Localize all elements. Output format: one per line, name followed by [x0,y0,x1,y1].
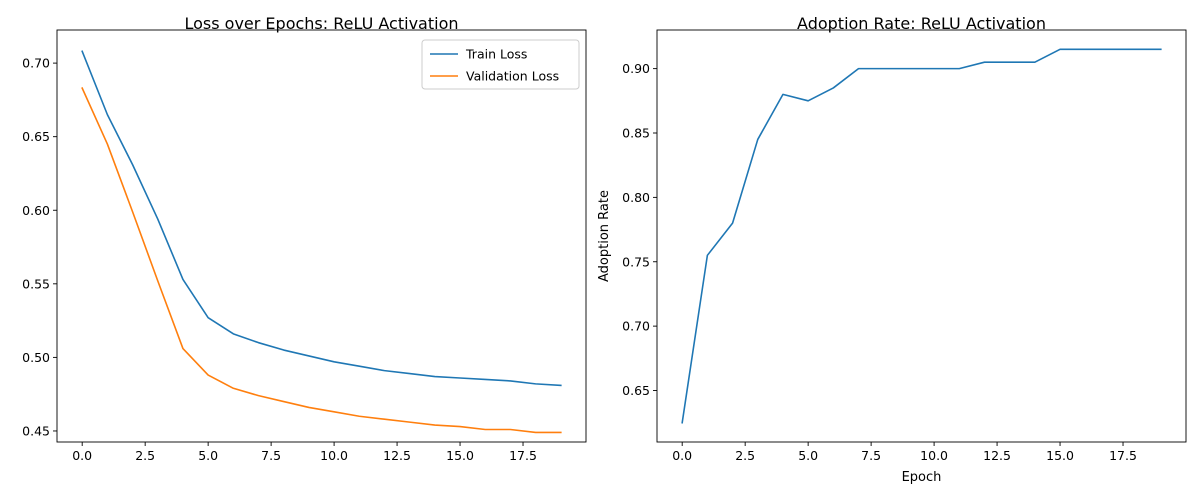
y-tick-label: 0.75 [622,254,650,269]
x-tick-label: 2.5 [735,448,755,463]
plot-frame [656,29,1187,443]
y-tick-label: 0.70 [622,319,650,334]
x-tick-label: 0.0 [72,448,92,463]
y-axis-label: Adoption Rate [597,190,612,282]
x-tick-label: 17.5 [509,448,537,463]
y-tick-label: 0.55 [22,276,50,291]
y-tick-label: 0.70 [22,56,50,71]
y-tick-label: 0.65 [22,129,50,144]
y-tick-label: 0.65 [622,383,650,398]
loss-chart-panel: 0.0 2.5 5.0 7.5 10.0 12.5 15.0 17.5 0.45 0.50 0.55… [22,14,587,463]
x-tick-label: 15.0 [446,448,474,463]
chart-title: Adoption Rate: ReLU Activation [797,14,1046,33]
y-tick-label: 0.80 [622,190,650,205]
x-tick-label: 5.0 [798,448,818,463]
x-tick-label: 12.5 [383,448,411,463]
x-tick-label: 10.0 [920,448,948,463]
y-tick-label: 0.50 [22,350,50,365]
legend-box [421,39,580,90]
y-tick-label: 0.85 [622,126,650,141]
x-tick-label: 15.0 [1046,448,1074,463]
series-line-validation-loss [81,87,562,434]
legend-label: Train Loss [465,47,527,62]
y-tick-label: 0.45 [22,423,50,438]
plot-frame [56,29,587,443]
y-tick-label: 0.90 [622,61,650,76]
y-tick-label: 0.60 [22,203,50,218]
x-tick-label: 10.0 [320,448,348,463]
x-tick-label: 5.0 [198,448,218,463]
series-line-train-loss [81,50,562,387]
legend: Train Loss Validation Loss [421,39,580,90]
x-tick-label: 7.5 [261,448,281,463]
x-axis-label: Epoch [902,470,942,485]
legend-label: Validation Loss [466,69,559,84]
x-tick-label: 12.5 [983,448,1011,463]
chart-title: Loss over Epochs: ReLU Activation [184,14,458,33]
x-tick-label: 2.5 [135,448,155,463]
x-tick-label: 0.0 [672,448,692,463]
x-tick-label: 7.5 [861,448,881,463]
adoption-rate-chart-panel: 0.0 2.5 5.0 7.5 10.0 12.5 15.0 17.5 0.65 0.70 0.75… [597,14,1187,485]
series-line-1 [681,48,1162,424]
x-tick-label: 17.5 [1109,448,1137,463]
